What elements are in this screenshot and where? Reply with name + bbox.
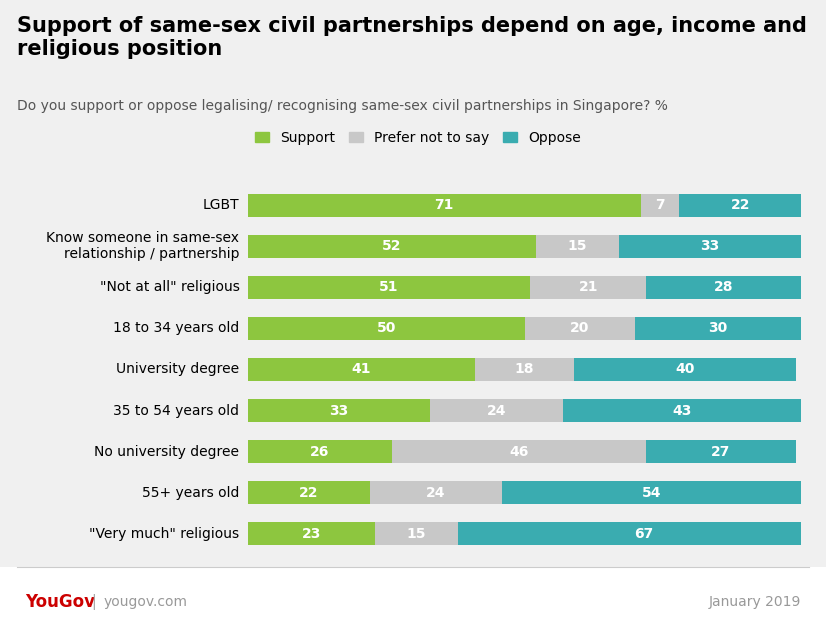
Text: 15: 15 (567, 240, 586, 254)
Text: Do you support or oppose legalising/ recognising same-sex civil partnerships in : Do you support or oppose legalising/ rec… (17, 99, 667, 113)
Bar (619, 235, 801, 257)
Text: 18: 18 (515, 362, 534, 376)
Bar (574, 358, 795, 381)
Text: 23: 23 (301, 527, 321, 541)
Text: 27: 27 (711, 445, 731, 459)
Text: 33: 33 (700, 240, 719, 254)
Text: 7: 7 (655, 198, 665, 212)
Bar (458, 522, 826, 545)
Bar (635, 317, 801, 340)
Bar (646, 440, 795, 463)
Bar (375, 522, 458, 545)
Text: |: | (87, 594, 102, 610)
Bar (502, 482, 801, 504)
Text: 22: 22 (730, 198, 750, 212)
Text: 67: 67 (634, 527, 653, 541)
Text: 24: 24 (426, 485, 446, 499)
Bar (248, 358, 475, 381)
Text: 50: 50 (377, 322, 396, 336)
Text: 46: 46 (510, 445, 529, 459)
Text: 22: 22 (299, 485, 319, 499)
Text: 41: 41 (352, 362, 371, 376)
Bar (248, 317, 525, 340)
Text: 51: 51 (379, 280, 399, 294)
Text: 15: 15 (407, 527, 426, 541)
Text: yougov.com: yougov.com (103, 595, 188, 609)
Bar (563, 399, 801, 422)
Bar (530, 276, 646, 299)
Bar (535, 235, 619, 257)
Text: YouGov: YouGov (25, 593, 95, 611)
Bar (430, 399, 563, 422)
Text: 21: 21 (578, 280, 598, 294)
Legend: Support, Prefer not to say, Oppose: Support, Prefer not to say, Oppose (249, 125, 586, 150)
Text: 52: 52 (382, 240, 401, 254)
Text: 40: 40 (676, 362, 695, 376)
Text: 20: 20 (570, 322, 590, 336)
Bar (248, 399, 430, 422)
Text: 28: 28 (714, 280, 733, 294)
Text: Support of same-sex civil partnerships depend on age, income and
religious posit: Support of same-sex civil partnerships d… (17, 16, 806, 59)
Bar (680, 194, 801, 217)
Bar (248, 276, 530, 299)
Bar (248, 440, 392, 463)
Text: 54: 54 (642, 485, 662, 499)
Bar (369, 482, 502, 504)
Bar (525, 317, 635, 340)
Bar (248, 482, 369, 504)
Bar (475, 358, 574, 381)
Text: 24: 24 (487, 403, 506, 417)
Bar (646, 276, 801, 299)
Text: 43: 43 (672, 403, 692, 417)
Bar (248, 194, 641, 217)
Text: 30: 30 (709, 322, 728, 336)
Bar (248, 235, 535, 257)
Text: 26: 26 (310, 445, 330, 459)
Bar (392, 440, 646, 463)
Bar (641, 194, 680, 217)
Text: 33: 33 (330, 403, 349, 417)
Text: 71: 71 (434, 198, 454, 212)
Text: January 2019: January 2019 (709, 595, 801, 609)
Bar (248, 522, 375, 545)
